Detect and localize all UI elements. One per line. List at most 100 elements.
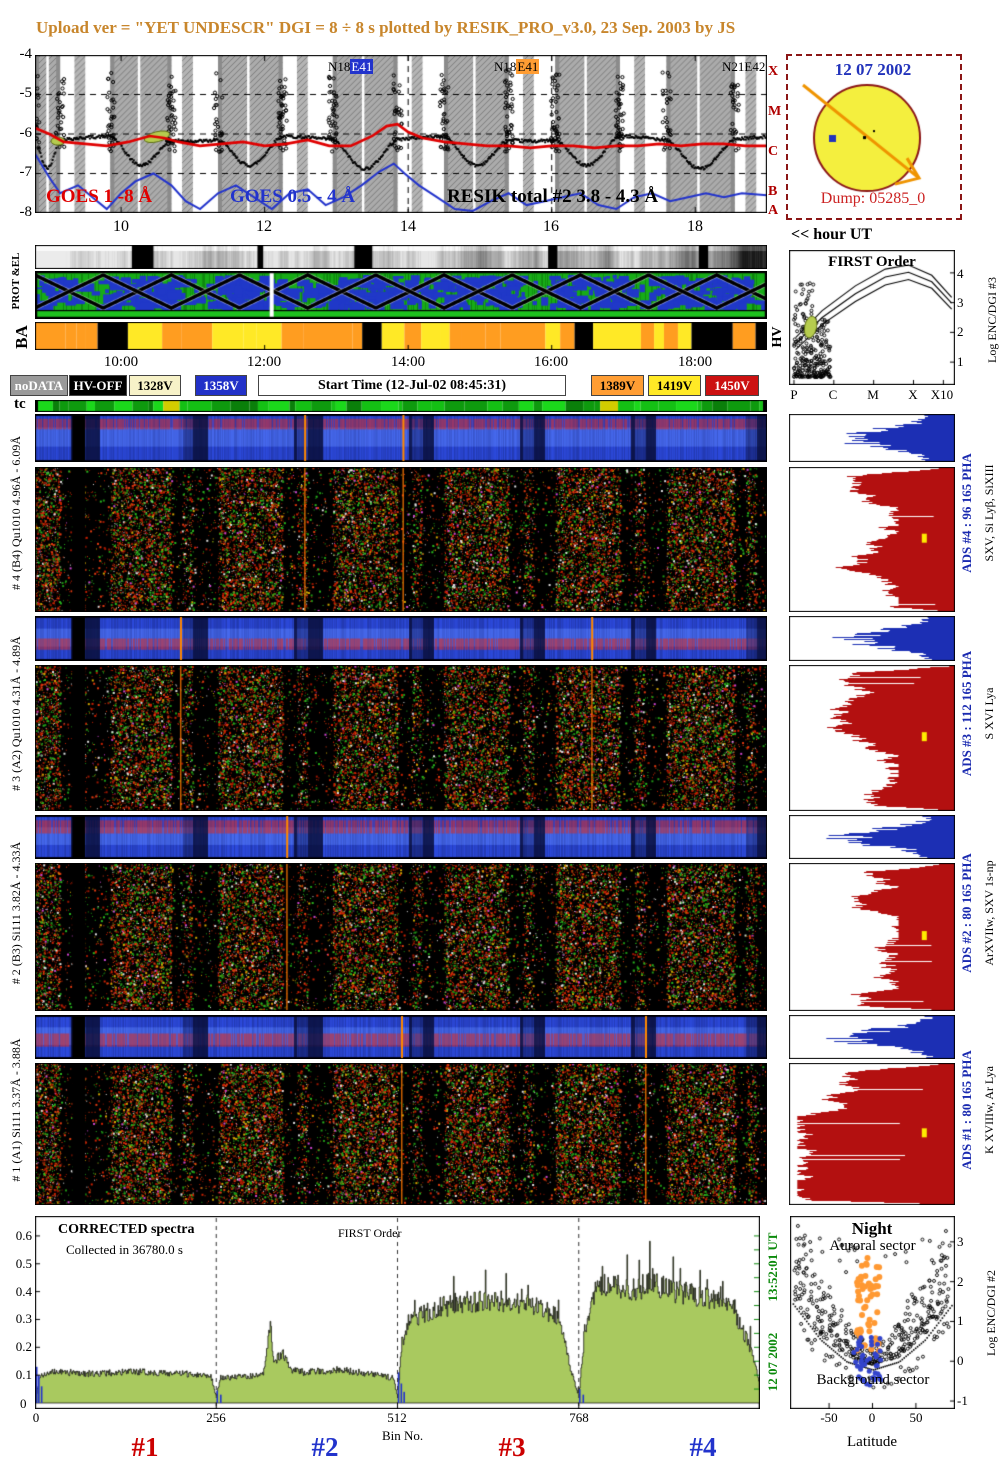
tc-label: tc — [14, 396, 26, 412]
goes-xtick-label: 18 — [687, 218, 703, 235]
aurora-xtick-label: 0 — [868, 1410, 876, 1425]
strip-time-label: 18:00 — [677, 354, 713, 370]
channel-left-label: # 4 (B4) Qu1010 4.96Å - 6.09Å — [9, 436, 23, 590]
flare-annotation: N21E42 — [722, 59, 766, 74]
spectra-title: CORRECTED spectra — [58, 1222, 195, 1237]
channel-left-label: # 3 (A2) Qu1010 4.31Å - 4.89Å — [9, 636, 23, 791]
channel-left-label: # 2 (B3) Si111 3.82Å - 4.33Å — [9, 841, 23, 985]
goes-flux-chart — [35, 55, 767, 213]
goes-class-letter: M — [768, 104, 782, 119]
prot-el-strip — [35, 245, 767, 269]
spectra-ytick-label: 0.2 — [15, 1339, 32, 1354]
hv-legend-item: 1450V — [705, 375, 759, 396]
spectra-segment-label: #2 — [311, 1432, 339, 1462]
aurora-ytick-label: 2 — [957, 1274, 964, 1289]
first-order-xtick-label: C — [828, 387, 838, 402]
first-order-ytick-label: 4 — [957, 266, 964, 281]
spectra-xtick-label: 512 — [387, 1410, 407, 1425]
aurora-ytick-label: -1 — [957, 1393, 968, 1408]
ads-hist-2 — [789, 863, 955, 1011]
aurora-scatter-chart — [790, 1216, 955, 1409]
aurora-background-label: Background sector — [816, 1372, 930, 1388]
goes-class-letter: A — [768, 203, 779, 218]
prot-activity-strip — [35, 271, 767, 319]
spectra-xlabel: Bin No. — [382, 1428, 424, 1443]
hv-legend-item: 1419V — [648, 375, 701, 396]
goes-xtick-label: 10 — [113, 218, 129, 235]
first-order-ylabel: Log ENC/DGI #3 — [985, 277, 999, 363]
channel-ads-pha-label: ADS #1 : 80 165 PHA — [959, 1050, 974, 1170]
channel-ads-pha-label: ADS #4 : 96 165 PHA — [959, 453, 974, 573]
first-order-xtick-label: P — [790, 387, 798, 402]
goes-ytick-label: -5 — [19, 85, 33, 101]
first-order-ytick-label: 2 — [957, 324, 964, 339]
goes-legend-label: GOES 1 -8 Å — [46, 186, 153, 207]
aurora-night-title: Night — [851, 1219, 893, 1238]
spectra-ytick-label: 0.3 — [15, 1311, 32, 1326]
spectra-segment-label: #3 — [498, 1432, 526, 1462]
goes-class-letter: B — [768, 184, 778, 199]
spectra-xtick-label: 768 — [569, 1410, 589, 1425]
hv-legend-item: HV-OFF — [69, 375, 127, 396]
spectra-ytick-label: 0.1 — [15, 1367, 32, 1382]
goes-ytick-label: -8 — [19, 204, 33, 220]
spectro-blue-2 — [35, 815, 767, 859]
spectra-order-label: FIRST Order — [338, 1226, 402, 1240]
spectra-subtitle: Collected in 36780.0 s — [66, 1242, 183, 1257]
spectro-main-3 — [35, 665, 767, 811]
goes-ytick-label: -4 — [19, 46, 33, 62]
aurora-ytick-label: 3 — [957, 1234, 964, 1249]
hv-legend-item: 1358V — [195, 375, 247, 396]
spectra-zero-label: 0 — [20, 1396, 27, 1411]
goes-legend-label: GOES 0.5 - 4 Å — [230, 186, 356, 207]
spectra-side-date: 12 07 2002 — [765, 1332, 780, 1392]
first-order-title: FIRST Order — [828, 254, 916, 270]
channel-ads-pha-label: ADS #3 : 112 165 PHA — [959, 650, 974, 777]
goes-class-letter: X — [768, 64, 779, 79]
first-order-ytick-label: 1 — [957, 354, 964, 369]
pha-hist-4 — [789, 414, 955, 462]
spectro-blue-4 — [35, 414, 767, 462]
pha-hist-3 — [789, 616, 955, 661]
tc-strip — [35, 400, 767, 412]
ba-strip-label: BA — [12, 325, 31, 349]
goes-xtick-label: 14 — [400, 218, 416, 235]
spectra-side-time: 13:52:01 UT — [765, 1232, 780, 1302]
sun-date: 12 07 2002 — [834, 60, 912, 79]
flare-annotation: N18E41 — [328, 59, 374, 74]
spectra-ytick-label: 0.5 — [15, 1256, 32, 1271]
corrected-spectra-chart — [35, 1216, 760, 1409]
spectro-blue-3 — [35, 616, 767, 661]
hv-strip-label: HV — [770, 326, 785, 348]
channel-left-label: # 1 (A1) Si111 3.37Å - 3.88Å — [9, 1038, 23, 1182]
channel-line-id-label: S XVI Lya — [982, 687, 996, 740]
goes-xtick-label: 12 — [256, 218, 272, 235]
pha-hist-1 — [789, 1015, 955, 1059]
channel-ads-pha-label: ADS #2 : 80 165 PHA — [959, 853, 974, 973]
hv-legend-item: Start Time (12-Jul-02 08:45:31) — [258, 375, 566, 396]
ba-hv-strip — [35, 322, 767, 350]
channel-line-id-label: ArXVIIw, SXV 1s-np — [982, 860, 996, 966]
sun-disk-canvas — [789, 57, 955, 213]
goes-ytick-label: -7 — [19, 164, 33, 180]
spectro-main-1 — [35, 1063, 767, 1205]
aurora-xtick-label: -50 — [820, 1410, 838, 1425]
hv-legend-item: noDATA — [10, 375, 68, 396]
ads-hist-3 — [789, 665, 955, 811]
goes-legend-label: RESIK total #2 3.8 - 4.3 Å — [447, 186, 659, 207]
spectra-ytick-label: 0.6 — [15, 1228, 32, 1243]
aurora-ylabel: Log ENC/DGI #2 — [984, 1270, 998, 1356]
goes-class-letter: C — [768, 144, 779, 159]
hv-legend-item: 1328V — [129, 375, 181, 396]
channel-line-id-label: SXV, Si Lyβ, SiXIII — [982, 464, 996, 562]
hv-legend-item: 1389V — [591, 375, 644, 396]
first-order-xtick-label: X10 — [930, 387, 954, 402]
spectra-segment-label: #1 — [131, 1432, 159, 1462]
goes-ytick-label: -6 — [19, 125, 33, 141]
spectro-main-2 — [35, 863, 767, 1011]
flare-annotation: N18E41 — [494, 59, 540, 74]
strip-time-label: 14:00 — [390, 354, 426, 370]
spectra-segment-label: #4 — [689, 1432, 717, 1462]
spectro-main-4 — [35, 467, 767, 612]
aurora-ytick-label: 0 — [957, 1353, 964, 1368]
